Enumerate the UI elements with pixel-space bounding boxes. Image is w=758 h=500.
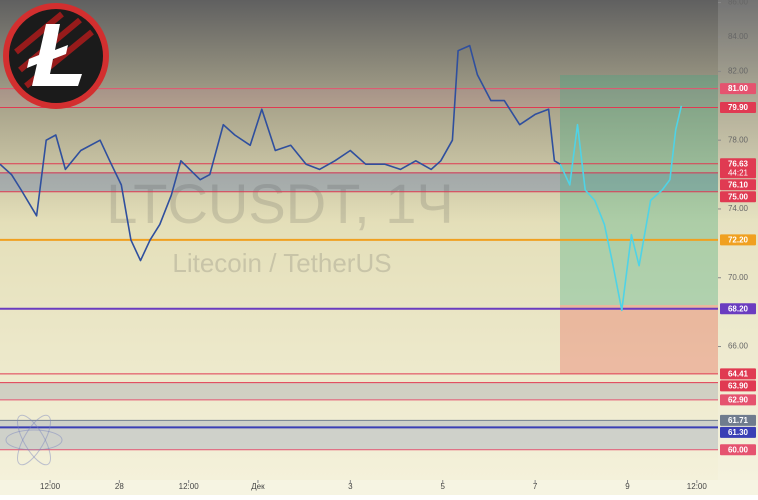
level-label-box bbox=[720, 303, 756, 315]
level-label: 61.30 bbox=[728, 428, 749, 437]
level-label-box bbox=[720, 191, 756, 203]
level-label: 61.71 bbox=[728, 416, 749, 425]
price-line bbox=[559, 105, 683, 312]
level-label: 63.90 bbox=[728, 381, 749, 390]
level-label-box bbox=[720, 414, 756, 426]
level-label-box bbox=[720, 179, 756, 191]
y-tick-label: 66.00 bbox=[728, 342, 749, 351]
x-tick-label: 12:00 bbox=[179, 482, 200, 491]
level-label-box bbox=[720, 234, 756, 246]
atom-logo bbox=[5, 414, 63, 466]
level-label-box bbox=[720, 380, 756, 392]
level-label: 76.63 bbox=[728, 159, 749, 168]
y-tick-label: 86.00 bbox=[728, 0, 749, 7]
y-tick-label: 74.00 bbox=[728, 204, 749, 213]
x-tick-label: 12:00 bbox=[40, 482, 61, 491]
logo bbox=[3, 3, 109, 109]
zone bbox=[0, 383, 718, 400]
level-label-box bbox=[720, 83, 756, 95]
level-label: 62.90 bbox=[728, 395, 749, 404]
level-label: 64.41 bbox=[728, 369, 749, 378]
x-tick-label: 12:00 bbox=[687, 482, 708, 491]
zone bbox=[0, 172, 718, 192]
y-tick-label: 78.00 bbox=[728, 135, 749, 144]
x-tick-label: 3 bbox=[348, 482, 353, 491]
time-axis bbox=[0, 480, 758, 495]
level-label: 68.20 bbox=[728, 304, 749, 313]
level-label-box bbox=[720, 158, 756, 179]
level-label-box bbox=[720, 394, 756, 406]
x-tick-label: Дек bbox=[251, 482, 265, 491]
description-watermark: Litecoin / TetherUS bbox=[172, 248, 391, 278]
level-label: 72.20 bbox=[728, 236, 749, 245]
loss-zone bbox=[560, 305, 718, 374]
x-tick-label: 9 bbox=[625, 482, 630, 491]
level-label-box bbox=[720, 101, 756, 113]
x-tick-label: 5 bbox=[441, 482, 446, 491]
level-label-box bbox=[720, 444, 756, 456]
countdown: 44:21 bbox=[728, 168, 749, 177]
zone bbox=[0, 89, 718, 108]
price-line bbox=[0, 44, 561, 262]
x-tick-label: 7 bbox=[533, 482, 538, 491]
x-tick-label: 28 bbox=[115, 482, 124, 491]
level-label: 76.10 bbox=[728, 180, 749, 189]
zone bbox=[0, 421, 718, 450]
level-label-box bbox=[720, 426, 756, 438]
y-tick-label: 82.00 bbox=[728, 66, 749, 75]
watermark: LTCUSDT, 1Ч Litecoin / TetherUS bbox=[106, 172, 453, 278]
y-tick-label: 84.00 bbox=[728, 32, 749, 41]
symbol-watermark: LTCUSDT, 1Ч bbox=[106, 172, 453, 235]
y-tick-label: 70.00 bbox=[728, 273, 749, 282]
level-label: 60.00 bbox=[728, 445, 749, 454]
level-label: 75.00 bbox=[728, 192, 749, 201]
level-label: 81.00 bbox=[728, 84, 749, 93]
level-label-box bbox=[720, 368, 756, 380]
plot bbox=[0, 44, 718, 451]
profit-zone bbox=[560, 75, 718, 305]
level-label: 79.90 bbox=[728, 103, 749, 112]
